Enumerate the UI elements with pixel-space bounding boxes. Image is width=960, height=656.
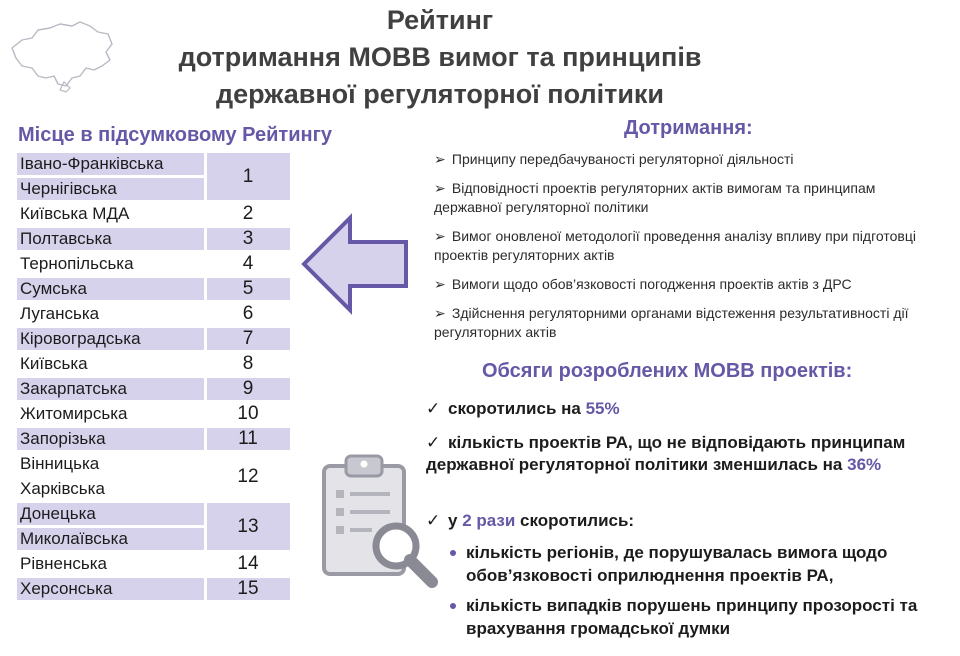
table-row: Полтавська 3 <box>17 228 290 250</box>
region-name: Київська МДА <box>20 204 130 223</box>
region-name: Полтавська <box>17 228 204 250</box>
region-name: Івано-Франківська <box>17 153 204 175</box>
ukraine-map-icon <box>11 21 113 93</box>
region-name: Житомирська <box>20 404 128 423</box>
table-row: Київська 8 <box>17 353 290 375</box>
sub-list-2: кількість випадків порушень принципу про… <box>446 594 956 640</box>
left-arrow-icon <box>301 213 408 315</box>
region-name: Рівненська <box>20 554 108 573</box>
list-item: ➢ Здійснення регуляторними органами відс… <box>434 305 909 340</box>
table-row: Тернопільська 4 <box>17 253 290 275</box>
region-name: Вінницька <box>20 454 100 473</box>
arrow-bullet-icon: ➢ <box>434 228 446 244</box>
arrow-bullet-icon: ➢ <box>434 305 446 321</box>
region-name: Тернопільська <box>20 254 134 273</box>
table-row: Запорізька 11 <box>17 428 290 450</box>
region-name: Сумська <box>17 278 204 300</box>
region-name: Донецька <box>17 503 204 525</box>
arrow-bullet-icon: ➢ <box>434 180 446 196</box>
arrow-bullet-icon: ➢ <box>434 151 446 167</box>
list-item: ➢ Принципу передбачуваності регуляторної… <box>434 151 794 167</box>
check-icon: ✓ <box>426 399 441 418</box>
title-line-2: дотримання МОВВ вимог та принципів <box>178 42 702 72</box>
table-row: Івано-Франківська 1 <box>17 153 290 200</box>
check-icon: ✓ <box>426 511 441 530</box>
table-row: Житомирська 10 <box>17 403 290 425</box>
region-name: Київська <box>20 354 88 373</box>
table-row: Київська МДА 2 <box>17 203 290 225</box>
times-value: 2 рази <box>462 511 516 530</box>
arrow-bullet-icon: ➢ <box>434 276 446 292</box>
rank-place: 7 <box>204 328 290 350</box>
region-name: Закарпатська <box>17 378 204 400</box>
percent-value: 55% <box>585 399 620 418</box>
rank-place: 12 <box>204 453 290 500</box>
result-item-2: ✓ кількість проектів РА, що не відповідаю… <box>426 433 906 474</box>
rank-place: 13 <box>204 503 290 550</box>
ranking-table: Івано-Франківська 1 Чернігівська Київська М… <box>17 150 290 603</box>
title-line-3: державної регуляторної політики <box>215 79 665 109</box>
rank-place: 3 <box>204 228 290 250</box>
list-item: ➢ Вимог оновленої методології проведення… <box>434 228 916 263</box>
title-line-1: Рейтинг <box>386 5 494 35</box>
rank-place: 2 <box>204 203 290 225</box>
rank-place: 15 <box>204 578 290 600</box>
rank-place: 5 <box>204 278 290 300</box>
table-row: Херсонська 15 <box>17 578 290 600</box>
table-row: Сумська 5 <box>17 278 290 300</box>
table-row: Чернігівська <box>17 178 290 200</box>
table-row: Донецька 13 <box>17 503 290 550</box>
clipboard-magnifier-icon <box>322 454 438 588</box>
region-name: Харківська <box>20 479 105 498</box>
rank-place: 14 <box>204 553 290 575</box>
table-row: Закарпатська 9 <box>17 378 290 400</box>
table-row: Рівненська 14 <box>17 553 290 575</box>
table-row: Луганська 6 <box>17 303 290 325</box>
rank-place: 8 <box>204 353 290 375</box>
table-row: Харківська <box>17 478 290 500</box>
table-row: Вінницька 12 <box>17 453 290 500</box>
table-row: Кіровоградська 7 <box>17 328 290 350</box>
percent-value: 36% <box>847 455 882 474</box>
ranking-heading: Місце в підсумковому Рейтингу <box>18 124 333 146</box>
region-name: Херсонська <box>17 578 204 600</box>
page-title: Рейтинг дотримання МОВВ вимог та принцип… <box>100 2 780 113</box>
region-name: Чернігівська <box>17 178 204 200</box>
volumes-heading: Обсяги розроблених МОВВ проектів: <box>482 360 853 382</box>
list-item: ➢ Відповідності проектів регуляторних ак… <box>434 180 876 215</box>
region-name: Запорізька <box>17 428 204 450</box>
rank-place: 11 <box>204 428 290 450</box>
rank-place: 4 <box>204 253 290 275</box>
rank-place: 9 <box>204 378 290 400</box>
list-item: кількість випадків порушень принципу про… <box>446 594 956 640</box>
region-name: Луганська <box>20 304 100 323</box>
table-row: Миколаївська <box>17 528 290 550</box>
compliance-heading: Дотримання: <box>624 117 753 139</box>
rank-place: 1 <box>204 153 290 200</box>
sub-list-1: кількість регіонів, де порушувалась вимо… <box>446 541 956 587</box>
rank-place: 6 <box>204 303 290 325</box>
rank-place: 10 <box>204 403 290 425</box>
region-name: Миколаївська <box>17 528 204 550</box>
check-icon: ✓ <box>426 433 441 452</box>
list-item: ➢ Вимоги щодо обов’язковості погодження … <box>434 276 852 292</box>
result-item-3: ✓ у 2 рази скоротились: <box>426 511 635 530</box>
list-item: кількість регіонів, де порушувалась вимо… <box>446 541 956 587</box>
region-name: Кіровоградська <box>17 328 204 350</box>
result-item-1: ✓ скоротились на 55% <box>426 399 620 418</box>
compliance-list: ➢ Принципу передбачуваності регуляторної… <box>434 150 944 352</box>
